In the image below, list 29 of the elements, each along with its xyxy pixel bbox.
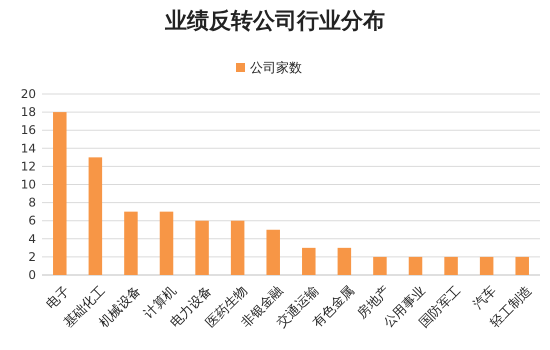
bar bbox=[266, 230, 280, 275]
bar bbox=[444, 256, 458, 275]
y-tick-label: 4 bbox=[28, 232, 36, 246]
bar bbox=[408, 256, 422, 275]
y-tick-label: 18 bbox=[20, 105, 36, 120]
y-tick-label: 0 bbox=[28, 268, 36, 282]
bar bbox=[53, 112, 67, 275]
y-tick-label: 8 bbox=[28, 196, 36, 210]
bar bbox=[338, 248, 352, 275]
y-tick-label: 20 bbox=[20, 87, 36, 101]
x-tick-label: 汽车 bbox=[470, 283, 500, 312]
bar bbox=[302, 248, 316, 275]
y-tick-label: 14 bbox=[20, 141, 36, 156]
y-tick-label: 6 bbox=[28, 214, 36, 228]
y-tick-label: 16 bbox=[20, 123, 36, 138]
y-tick-label: 10 bbox=[20, 178, 36, 192]
bar bbox=[373, 256, 387, 275]
bar bbox=[88, 157, 102, 275]
bar bbox=[480, 256, 494, 275]
y-tick-label: 12 bbox=[20, 159, 36, 174]
bar bbox=[124, 212, 138, 275]
bar bbox=[160, 212, 174, 275]
bar bbox=[195, 220, 209, 275]
x-tick-label: 电子 bbox=[44, 283, 73, 312]
chart-title: 业绩反转公司行业分布 bbox=[164, 9, 385, 34]
legend-label: 公司家数 bbox=[250, 60, 302, 76]
bar bbox=[515, 256, 529, 275]
bar bbox=[230, 220, 244, 275]
y-tick-label: 2 bbox=[28, 250, 36, 264]
